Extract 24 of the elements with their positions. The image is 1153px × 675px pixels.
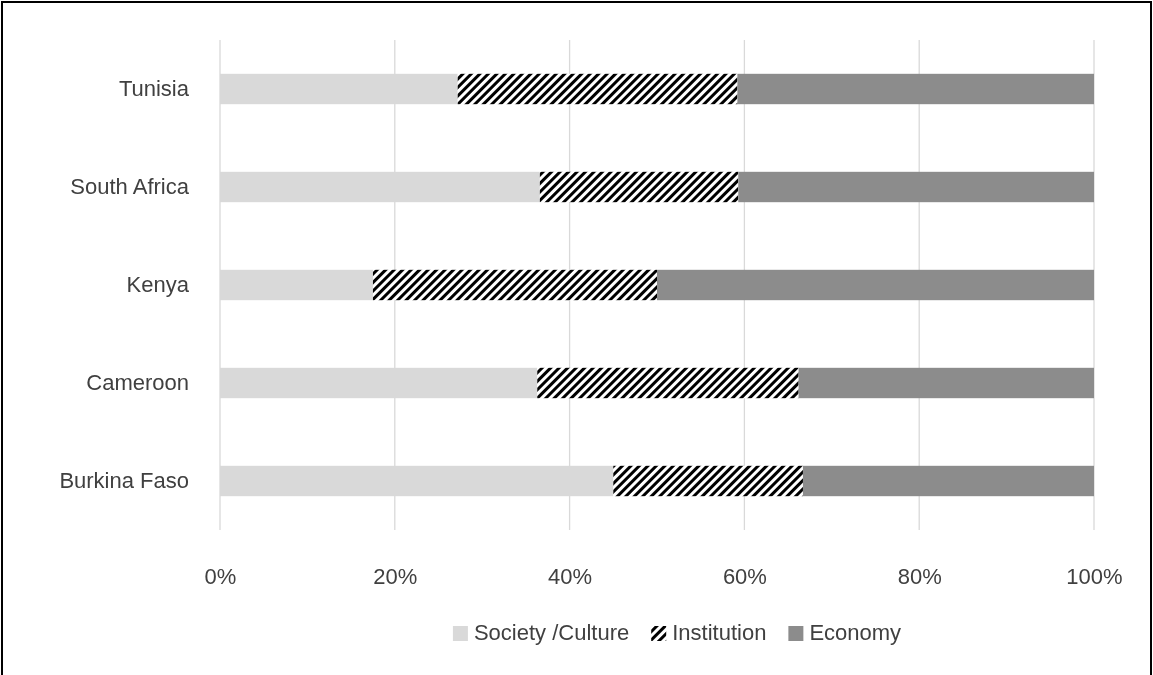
bar xyxy=(613,465,803,497)
bar xyxy=(738,171,1094,203)
x-tick-label: 0% xyxy=(204,563,237,589)
y-tick-label: Kenya xyxy=(126,272,190,298)
bar xyxy=(798,367,1094,399)
x-tick-label: 20% xyxy=(373,563,418,589)
y-tick-label: South Africa xyxy=(70,174,190,200)
x-tick-label: 80% xyxy=(897,563,942,589)
y-tick-label: Burkina Faso xyxy=(59,468,189,494)
x-tick-label: 100% xyxy=(1066,563,1123,589)
bar xyxy=(537,367,799,399)
bar xyxy=(457,73,738,105)
x-tick-label: 60% xyxy=(722,563,767,589)
bar xyxy=(657,269,1094,301)
bar xyxy=(539,171,739,203)
bar xyxy=(802,465,1094,497)
y-tick-label: Tunisia xyxy=(118,76,190,102)
x-tick-label: 40% xyxy=(548,563,593,589)
bar xyxy=(372,269,657,301)
legend-label: Economy xyxy=(809,620,902,645)
legend-label: Society /Culture xyxy=(473,620,630,645)
legend-label: Institution xyxy=(672,620,767,645)
bar xyxy=(737,73,1094,105)
y-tick-label: Cameroon xyxy=(86,370,189,396)
